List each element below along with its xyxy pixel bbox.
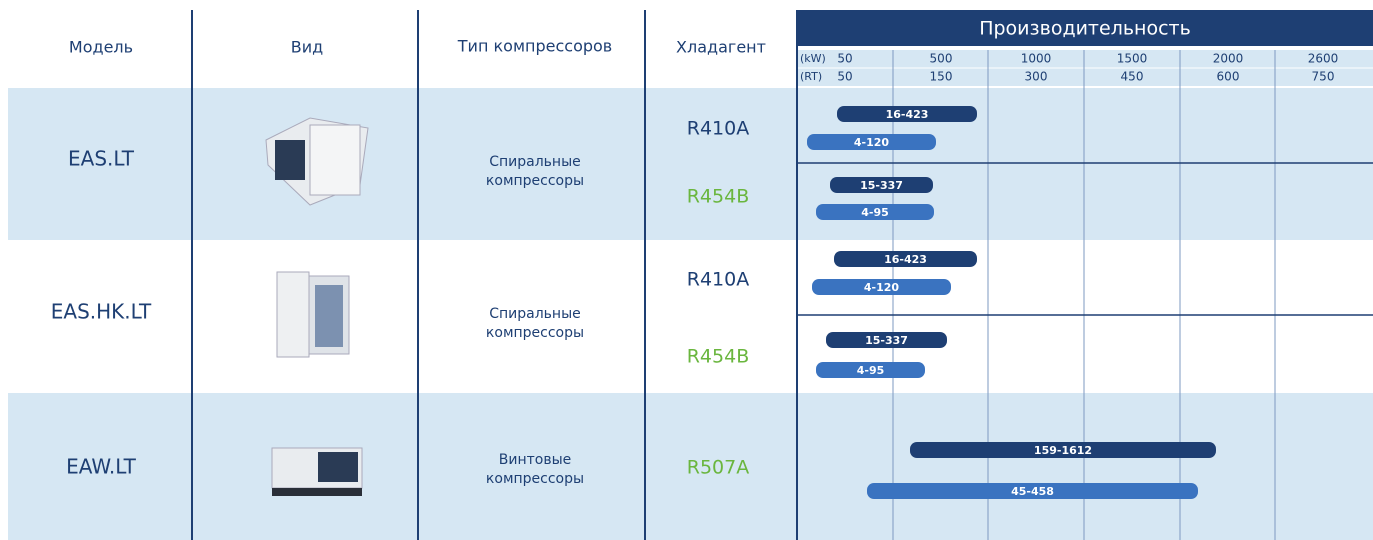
range-label: 16-423	[886, 108, 929, 121]
range-label: 15-337	[860, 179, 903, 192]
compressor-type: Спиральные	[489, 306, 581, 322]
tick-label: 450	[1121, 70, 1144, 84]
tick-label: 2000	[1213, 52, 1244, 66]
tick-label: 750	[1312, 70, 1335, 84]
range-label: 4-120	[864, 281, 900, 294]
compressor-type: компрессоры	[486, 325, 584, 341]
compressor-type: компрессоры	[486, 471, 584, 487]
tick-label: 2600	[1308, 52, 1339, 66]
refrigerant: R410A	[687, 269, 749, 291]
col-header: Вид	[291, 38, 323, 57]
model-name: EAS.LT	[68, 147, 135, 171]
tick-label: 1500	[1117, 52, 1148, 66]
tick-label: 500	[930, 52, 953, 66]
col-header: Модель	[69, 38, 133, 57]
compressor-type: Винтовые	[499, 452, 572, 468]
page: Модель Вид Тип компрессоров Хладагент Пр…	[0, 0, 1373, 540]
range-label: 4-120	[854, 136, 890, 149]
row-bg	[8, 88, 1373, 240]
model-name: EAW.LT	[66, 455, 136, 479]
tick-label: 150	[930, 70, 953, 84]
unit: (kW)	[800, 52, 826, 65]
refrigerant: R410A	[687, 118, 749, 140]
product-image	[272, 448, 362, 496]
col-header: Тип компрессоров	[457, 37, 612, 56]
range-label: 159-1612	[1034, 444, 1092, 457]
tick-label: 50	[837, 52, 852, 66]
range-label: 16-423	[884, 253, 927, 266]
model-name: EAS.HK.LT	[51, 300, 152, 324]
tick-label: 50	[837, 70, 852, 84]
compressor-type: Спиральные	[489, 154, 581, 170]
tick-label: 600	[1217, 70, 1240, 84]
compressor-type: компрессоры	[486, 173, 584, 189]
range-label: 15-337	[865, 334, 908, 347]
unit: (RT)	[800, 70, 822, 83]
refrigerant: R454B	[687, 346, 750, 368]
col-header: Хладагент	[676, 38, 766, 57]
tick-label: 1000	[1021, 52, 1052, 66]
refrigerant: R507A	[687, 457, 749, 479]
range-label: 45-458	[1011, 485, 1054, 498]
tick-label: 300	[1025, 70, 1048, 84]
perf-title: Производительность	[979, 18, 1191, 40]
range-label: 4-95	[861, 206, 889, 219]
product-image	[277, 272, 349, 357]
range-label: 4-95	[857, 364, 885, 377]
refrigerant: R454B	[687, 186, 750, 208]
